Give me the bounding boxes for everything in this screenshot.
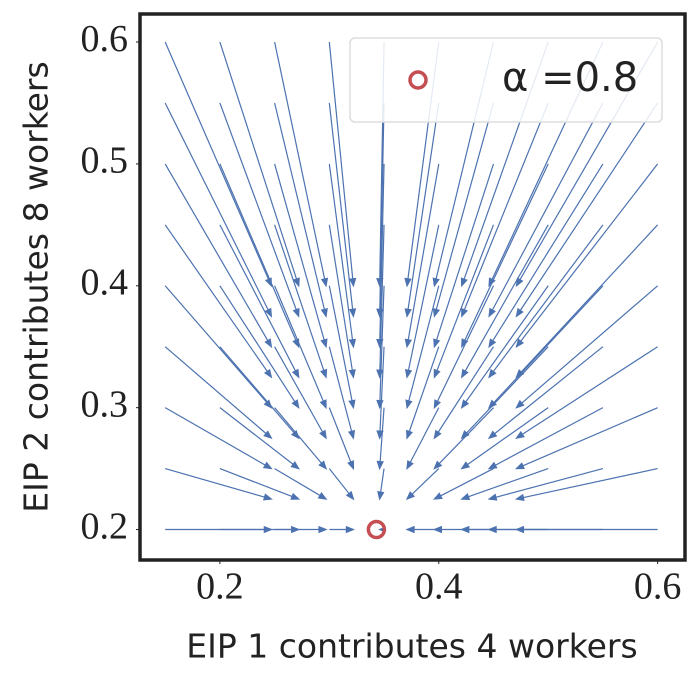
y-tick-label: 0.3 <box>81 383 129 425</box>
arrow <box>329 525 356 534</box>
equilibrium-point <box>366 519 387 540</box>
arrow <box>515 346 658 440</box>
arrow <box>487 468 604 501</box>
arrow <box>274 163 328 349</box>
arrow <box>219 468 301 500</box>
arrow <box>164 224 273 379</box>
arrow <box>460 468 549 501</box>
y-tick-label: 0.6 <box>81 18 129 60</box>
arrow <box>274 224 328 379</box>
arrow <box>405 285 440 410</box>
arrow <box>274 285 327 410</box>
arrow <box>487 346 604 440</box>
arrow <box>432 102 495 318</box>
arrow <box>328 346 356 440</box>
arrow <box>404 163 440 349</box>
arrow <box>328 163 357 349</box>
arrow <box>460 346 549 440</box>
arrow <box>376 407 385 471</box>
arrow <box>488 224 604 379</box>
arrow <box>460 285 549 409</box>
arrow <box>433 407 494 470</box>
legend-marker <box>408 70 428 90</box>
arrow <box>433 285 495 410</box>
y-tick-label: 0.4 <box>81 262 129 304</box>
arrow <box>460 224 549 379</box>
arrow <box>488 163 604 349</box>
arrow <box>404 102 440 318</box>
arrow <box>219 407 300 470</box>
arrow <box>274 41 329 288</box>
arrow <box>164 407 273 470</box>
arrow <box>376 346 385 440</box>
arrow <box>487 407 604 470</box>
arrow <box>164 346 273 440</box>
arrow <box>432 468 494 500</box>
arrow <box>433 224 495 379</box>
arrow <box>219 102 300 318</box>
arrow <box>461 102 549 318</box>
arrow <box>164 285 273 409</box>
arrow <box>328 407 355 471</box>
arrow <box>274 407 328 470</box>
arrow <box>515 163 659 348</box>
y-axis-label: EIP 2 contributes 8 workers <box>17 61 56 512</box>
y-tick-label: 0.2 <box>81 505 129 547</box>
arrow <box>514 468 658 502</box>
x-tick-label: 0.4 <box>415 566 463 608</box>
x-tick-label: 0.2 <box>196 566 244 608</box>
arrow <box>461 163 549 349</box>
legend-box <box>349 37 663 123</box>
arrow <box>274 346 327 440</box>
x-axis-label: EIP 1 contributes 4 workers <box>186 627 637 666</box>
arrow <box>219 285 300 410</box>
legend-label: α =0.8 <box>502 55 638 101</box>
arrow <box>377 468 385 501</box>
arrow <box>164 102 273 318</box>
arrow <box>488 102 604 318</box>
arrow <box>328 285 356 410</box>
arrow <box>274 102 328 318</box>
arrow <box>488 285 604 409</box>
y-tick-label: 0.5 <box>81 140 129 182</box>
arrow <box>274 468 328 500</box>
arrow <box>376 163 385 349</box>
arrow <box>274 525 328 534</box>
arrow <box>515 102 659 318</box>
arrow <box>514 525 658 534</box>
arrow <box>219 224 300 379</box>
arrow <box>460 407 549 470</box>
axes-frame <box>138 12 687 562</box>
arrow <box>164 41 272 288</box>
arrow <box>164 163 273 349</box>
arrow <box>406 346 440 440</box>
arrow <box>405 468 440 501</box>
arrow <box>406 407 440 471</box>
arrow <box>404 224 440 379</box>
arrow <box>376 285 385 410</box>
arrow <box>328 468 355 501</box>
arrow <box>165 468 273 501</box>
arrow <box>328 224 356 379</box>
arrow <box>219 41 300 288</box>
arrow <box>328 41 357 288</box>
arrow <box>515 285 659 409</box>
arrow <box>433 163 495 349</box>
arrow <box>514 407 658 470</box>
x-tick-label: 0.6 <box>634 566 682 608</box>
arrow <box>433 346 494 440</box>
arrow <box>515 224 659 379</box>
arrow <box>328 102 357 318</box>
arrow <box>376 224 385 379</box>
